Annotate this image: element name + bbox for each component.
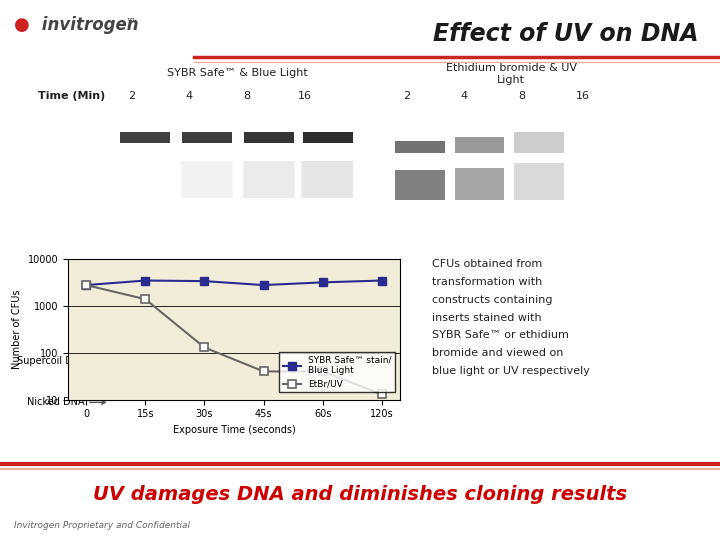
Y-axis label: Number of CFUs: Number of CFUs [12, 289, 22, 369]
Bar [243, 161, 292, 198]
Text: SYBR Safe™ or ethidium: SYBR Safe™ or ethidium [432, 330, 569, 341]
Text: Nicked DNA: Nicked DNA [27, 397, 105, 407]
Bar [574, 124, 624, 153]
Bar [245, 132, 294, 143]
SYBR Safe™ stain/
Blue Light [82, 282, 91, 288]
SYBR Safe™ stain/
Blue Light [141, 278, 150, 284]
Bar [514, 132, 564, 153]
Text: 16: 16 [297, 91, 312, 101]
EtBr/UV [141, 296, 150, 302]
Bar [303, 132, 353, 143]
Line: SYBR Safe™ stain/
Blue Light: SYBR Safe™ stain/ Blue Light [82, 276, 386, 289]
Text: 4: 4 [186, 91, 193, 101]
EtBr/UV [377, 391, 386, 397]
SYBR Safe™ stain/
Blue Light [318, 279, 327, 286]
EtBr/UV [318, 368, 327, 375]
Bar [305, 161, 353, 198]
Text: Supercoil DNA: Supercoil DNA [17, 356, 105, 366]
Bar [122, 161, 171, 198]
Bar [181, 161, 230, 198]
Bar [119, 161, 168, 198]
Text: 16: 16 [576, 91, 590, 101]
Text: ●: ● [14, 16, 30, 34]
Bar [120, 161, 170, 198]
Bar [245, 161, 294, 198]
Text: Light: Light [498, 75, 525, 85]
Text: bromide and viewed on: bromide and viewed on [432, 348, 563, 359]
Text: 8: 8 [518, 91, 526, 101]
Text: 2: 2 [403, 91, 410, 101]
Text: constructs containing: constructs containing [432, 295, 552, 305]
Bar [455, 168, 505, 200]
Bar [514, 163, 564, 200]
Text: 2: 2 [128, 91, 135, 101]
Bar [120, 132, 170, 143]
Text: 8: 8 [243, 91, 251, 101]
Text: ™: ™ [126, 16, 136, 26]
Bar [455, 137, 505, 153]
Text: Invitrogen Proprietary and Confidential: Invitrogen Proprietary and Confidential [14, 521, 190, 530]
Bar [395, 141, 445, 153]
X-axis label: Exposure Time (seconds): Exposure Time (seconds) [173, 425, 295, 435]
Bar [574, 156, 624, 200]
Legend: SYBR Safe™ stain/
Blue Light, EtBr/UV: SYBR Safe™ stain/ Blue Light, EtBr/UV [279, 352, 395, 392]
Text: UV damages DNA and diminishes cloning results: UV damages DNA and diminishes cloning re… [93, 484, 627, 504]
Text: Ethidium bromide & UV: Ethidium bromide & UV [446, 63, 577, 73]
SYBR Safe™ stain/
Blue Light [259, 282, 268, 288]
Text: 4: 4 [461, 91, 468, 101]
Text: SYBR Safe™ & Blue Light: SYBR Safe™ & Blue Light [167, 68, 308, 78]
Bar [182, 161, 232, 198]
Text: Effect of UV on DNA: Effect of UV on DNA [433, 22, 698, 45]
Bar [246, 161, 294, 198]
Text: invitrogen: invitrogen [36, 16, 139, 34]
SYBR Safe™ stain/
Blue Light [377, 278, 386, 284]
Bar [395, 170, 445, 200]
SYBR Safe™ stain/
Blue Light [200, 278, 209, 285]
EtBr/UV [259, 368, 268, 375]
Text: transformation with: transformation with [432, 277, 542, 287]
Text: blue light or UV respectively: blue light or UV respectively [432, 366, 590, 376]
EtBr/UV [82, 282, 91, 288]
Bar [303, 161, 353, 198]
Text: Time (Min): Time (Min) [38, 91, 106, 101]
Bar [182, 132, 232, 143]
EtBr/UV [200, 344, 209, 350]
Bar [302, 161, 350, 198]
Bar [184, 161, 233, 198]
Text: inserts stained with: inserts stained with [432, 313, 541, 323]
Line: EtBr/UV: EtBr/UV [82, 281, 386, 399]
Text: CFUs obtained from: CFUs obtained from [432, 259, 542, 269]
